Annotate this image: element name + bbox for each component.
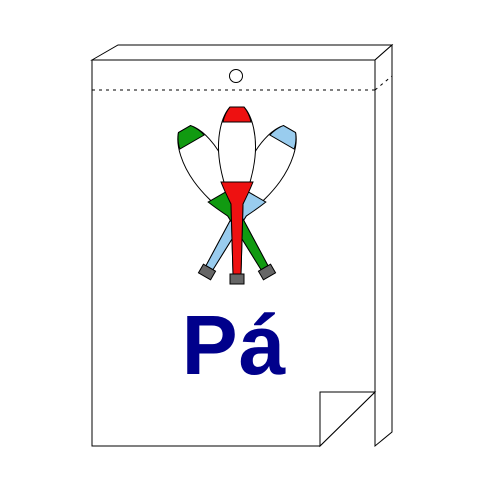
- club-green-handle: [257, 263, 277, 281]
- light-blue-club: [197, 125, 297, 281]
- day-of-week-label: Pá: [181, 298, 287, 392]
- club-lightblue-handle: [197, 263, 217, 281]
- calendar-top-face: [90, 44, 394, 61]
- club-red-cap: [222, 106, 252, 123]
- hanging-hole-icon: [229, 69, 243, 83]
- calendar-side-face: [374, 43, 393, 448]
- club-lightblue-cap: [269, 125, 297, 150]
- red-club: [218, 106, 256, 285]
- club-green-cap: [177, 125, 205, 150]
- club-red-handle: [229, 273, 245, 285]
- page-curl-corner: [319, 391, 377, 448]
- juggling-clubs-icon: [177, 106, 297, 285]
